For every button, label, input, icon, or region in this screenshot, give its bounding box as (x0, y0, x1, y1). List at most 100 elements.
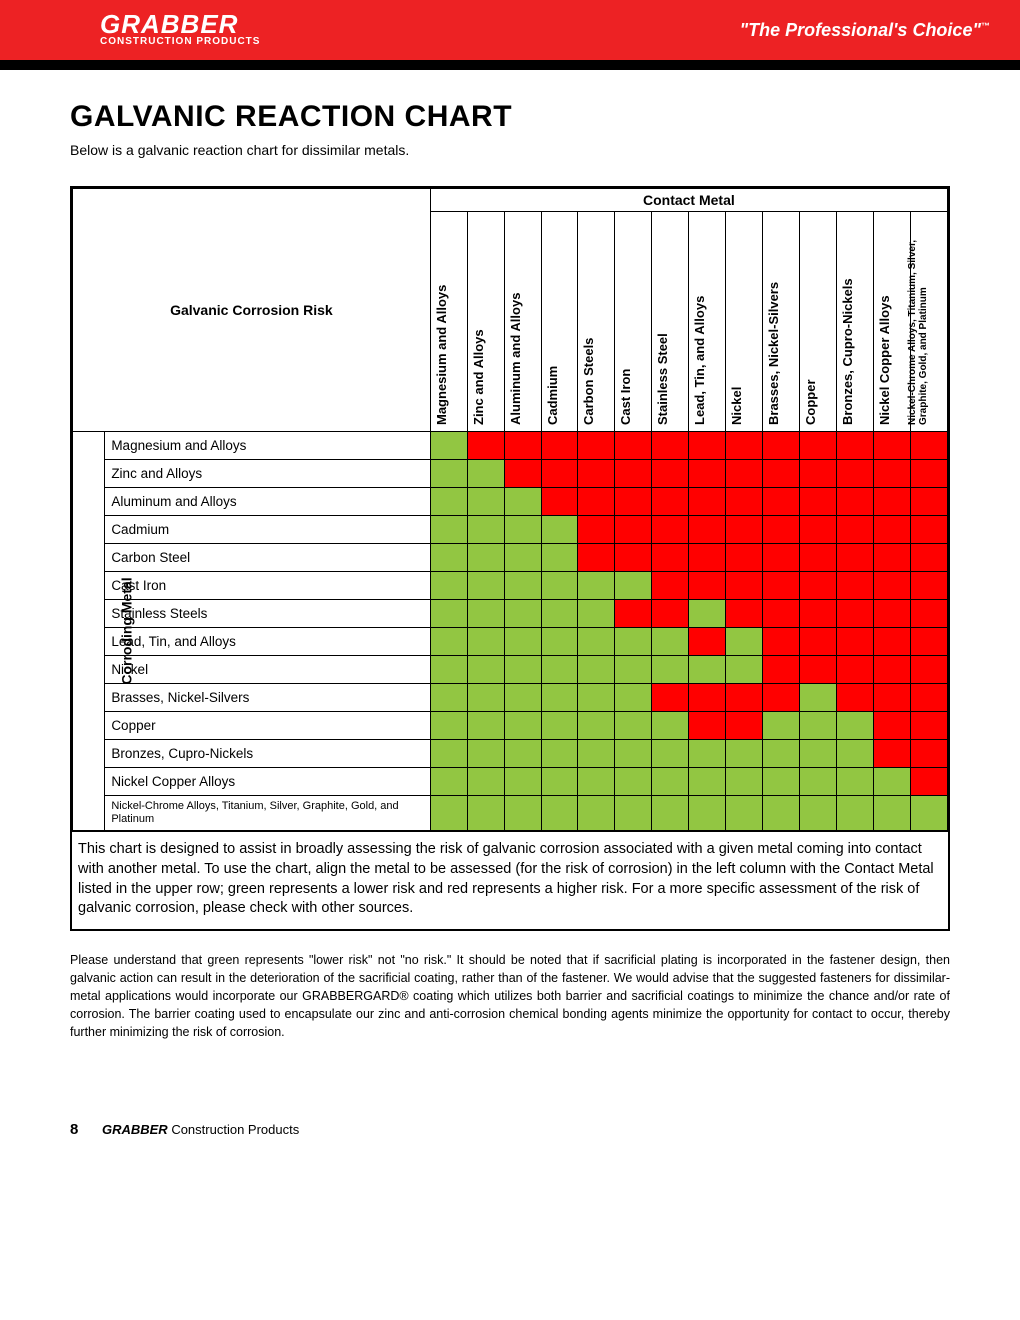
risk-cell (541, 796, 578, 831)
risk-cell (430, 656, 467, 684)
risk-cell (763, 432, 800, 460)
risk-cell (504, 488, 541, 516)
risk-cell (910, 628, 947, 656)
risk-cell (836, 796, 873, 831)
risk-cell (652, 488, 689, 516)
risk-cell (836, 712, 873, 740)
risk-cell (873, 628, 910, 656)
risk-cell (800, 684, 837, 712)
risk-cell (763, 740, 800, 768)
risk-cell (615, 740, 652, 768)
risk-cell (652, 712, 689, 740)
risk-cell (467, 740, 504, 768)
column-header: Aluminum and Alloys (504, 212, 541, 432)
risk-cell (467, 544, 504, 572)
table-row: Cast Iron (73, 572, 948, 600)
footer-brand-suffix: Construction Products (168, 1122, 300, 1137)
risk-cell (541, 516, 578, 544)
risk-cell (800, 488, 837, 516)
corner-header: Galvanic Corrosion Risk (73, 189, 431, 432)
risk-cell (430, 460, 467, 488)
risk-cell (652, 544, 689, 572)
contact-metal-header: Contact Metal (430, 189, 947, 212)
logo-main: GRABBER (100, 13, 260, 36)
risk-cell (910, 796, 947, 831)
risk-cell (873, 712, 910, 740)
column-header-label: Nickel Copper Alloys (877, 215, 892, 425)
risk-cell (873, 656, 910, 684)
risk-cell (800, 572, 837, 600)
risk-cell (726, 796, 763, 831)
risk-cell (615, 600, 652, 628)
risk-cell (763, 488, 800, 516)
risk-cell (873, 544, 910, 572)
row-label: Cadmium (105, 516, 430, 544)
risk-cell (726, 488, 763, 516)
page-footer: 8 GRABBER Construction Products (0, 1061, 1020, 1158)
risk-cell (578, 600, 615, 628)
risk-cell (652, 628, 689, 656)
risk-cell (578, 460, 615, 488)
column-header-label: Cast Iron (618, 215, 633, 425)
row-label: Nickel-Chrome Alloys, Titanium, Silver, … (105, 796, 430, 831)
risk-cell (910, 600, 947, 628)
risk-cell (873, 600, 910, 628)
column-header-label: Aluminum and Alloys (508, 215, 523, 425)
risk-cell (652, 572, 689, 600)
risk-cell (504, 432, 541, 460)
risk-cell (541, 572, 578, 600)
risk-cell (504, 460, 541, 488)
risk-cell (430, 572, 467, 600)
risk-cell (652, 516, 689, 544)
corroding-metal-header: Corroding Metal (73, 432, 105, 831)
risk-cell (504, 600, 541, 628)
column-header-label: Magnesium and Alloys (434, 215, 449, 425)
risk-cell (430, 684, 467, 712)
risk-cell (800, 600, 837, 628)
risk-cell (800, 656, 837, 684)
table-row: Nickel-Chrome Alloys, Titanium, Silver, … (73, 796, 948, 831)
column-header: Cadmium (541, 212, 578, 432)
risk-cell (430, 600, 467, 628)
risk-cell (430, 768, 467, 796)
risk-cell (689, 768, 726, 796)
risk-cell (541, 740, 578, 768)
risk-cell (504, 684, 541, 712)
risk-cell (578, 516, 615, 544)
row-label: Magnesium and Alloys (105, 432, 430, 460)
column-header: Nickel-Chrome Alloys, Titanium, Silver, … (910, 212, 947, 432)
risk-cell (726, 628, 763, 656)
risk-cell (541, 600, 578, 628)
risk-cell (873, 572, 910, 600)
risk-cell (726, 600, 763, 628)
risk-cell (504, 544, 541, 572)
row-label: Zinc and Alloys (105, 460, 430, 488)
column-header-label: Nickel (729, 215, 744, 425)
risk-cell (689, 460, 726, 488)
risk-cell (430, 488, 467, 516)
risk-cell (726, 572, 763, 600)
chart-explanation: This chart is designed to assist in broa… (72, 831, 948, 928)
row-label: Aluminum and Alloys (105, 488, 430, 516)
risk-cell (836, 740, 873, 768)
table-row: Brasses, Nickel-Silvers (73, 684, 948, 712)
risk-cell (873, 740, 910, 768)
risk-cell (615, 516, 652, 544)
risk-cell (910, 488, 947, 516)
risk-cell (763, 712, 800, 740)
risk-cell (652, 740, 689, 768)
risk-cell (689, 740, 726, 768)
risk-cell (726, 516, 763, 544)
logo: GRABBER CONSTRUCTION PRODUCTS (100, 13, 260, 47)
table-row: Nickel Copper Alloys (73, 768, 948, 796)
column-header-label: Stainless Steel (655, 215, 670, 425)
chart-table-wrap: Galvanic Corrosion Risk Contact Metal Ma… (70, 186, 950, 931)
tagline: "The Professional's Choice"™ (740, 20, 990, 41)
footnote-text: Please understand that green represents … (70, 951, 950, 1042)
risk-cell (763, 684, 800, 712)
risk-cell (615, 712, 652, 740)
column-header: Copper (800, 212, 837, 432)
risk-cell (800, 740, 837, 768)
risk-cell (430, 544, 467, 572)
column-header: Brasses, Nickel-Silvers (763, 212, 800, 432)
